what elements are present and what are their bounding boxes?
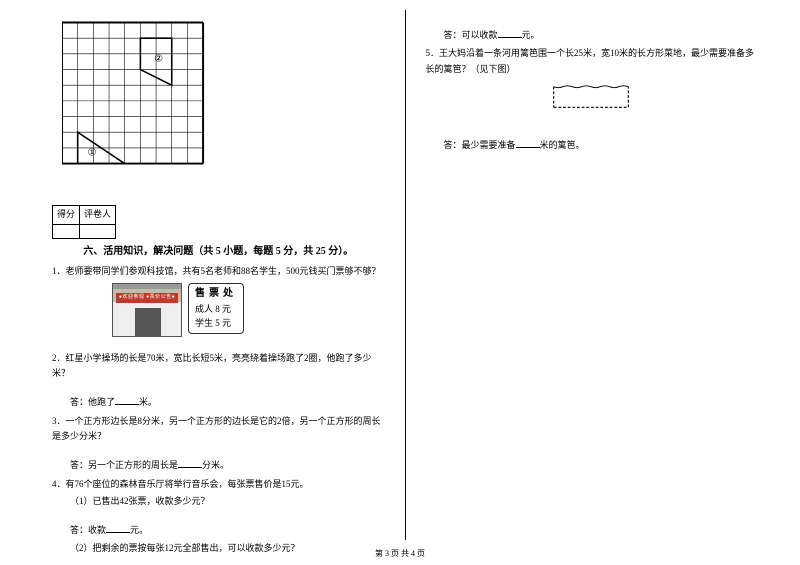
price-adult: 成人 8 元: [195, 302, 237, 316]
a2: 答：他跑了 米。: [52, 395, 385, 410]
score-col1: 得分: [53, 206, 80, 224]
q1-text: 1．老师要带同学们参观科技馆，共有5名老师和88名学生，500元钱买门票够不够？: [52, 264, 385, 279]
a5: 答：最少需要准备 米的篱笆。: [426, 138, 759, 153]
a4-2: 答：可以收款 元。: [426, 28, 759, 43]
fence-figure: [546, 83, 636, 111]
price-box: 售票处 成人 8 元 学生 5 元: [188, 283, 244, 334]
svg-text:②: ②: [154, 54, 163, 65]
a4-1: 答：收款 元。: [52, 523, 385, 538]
a5-suf: 米的篱笆。: [540, 140, 585, 150]
a2-blank[interactable]: [115, 395, 139, 405]
a4-1-blank[interactable]: [106, 523, 130, 533]
photo-banner: ●欢迎参观 ●票价公告●: [116, 293, 178, 303]
q4-1-text: （1）已售出42张票，收款多少元？: [52, 494, 385, 509]
q4-text: 4．有76个座位的森林音乐厅将举行音乐会，每张票售价是15元。: [52, 477, 385, 492]
ticket-photo: ●欢迎参观 ●票价公告●: [112, 283, 182, 337]
svg-text:①: ①: [87, 148, 96, 159]
price-student: 学生 5 元: [195, 316, 237, 330]
q5-text: 5．王大妈沿着一条河用篱笆围一个长25米，宽10米的长方形菜地，最少需要准备多长…: [426, 46, 759, 77]
a2-suf: 米。: [139, 397, 157, 407]
a4-2-suf: 元。: [522, 30, 540, 40]
a4-1-pre: 答：收款: [70, 525, 106, 535]
q3-text: 3．一个正方形边长是8分米，另一个正方形的边长是它的2倍，另一个正方形的周长是多…: [52, 414, 385, 445]
a5-pre: 答：最少需要准备: [444, 140, 516, 150]
a4-2-blank[interactable]: [498, 28, 522, 38]
price-title: 售票处: [195, 286, 237, 302]
a5-blank[interactable]: [516, 138, 540, 148]
a3-blank[interactable]: [178, 458, 202, 468]
a3-suf: 分米。: [202, 460, 229, 470]
a4-2-pre: 答：可以收款: [444, 30, 498, 40]
photo-door: [135, 308, 161, 336]
a3: 答：另一个正方形的周长是 分米。: [52, 458, 385, 473]
score-col2: 评卷人: [80, 206, 116, 224]
score-table: 得分 评卷人: [52, 205, 116, 238]
a3-pre: 答：另一个正方形的周长是: [70, 460, 178, 470]
section-6-title: 六、活用知识，解决问题（共 5 小题，每题 5 分，共 25 分）。: [52, 243, 385, 260]
a4-1-suf: 元。: [130, 525, 148, 535]
grid-figure: ①②: [62, 15, 207, 175]
page-footer: 第 3 页 共 4 页: [0, 548, 800, 559]
a2-pre: 答：他跑了: [70, 397, 115, 407]
ticket-block: ●欢迎参观 ●票价公告● 售票处 成人 8 元 学生 5 元: [112, 283, 385, 337]
q2-text: 2．红星小学操场的长是70米，宽比长短5米，亮亮绕着操场跑了2圈，他跑了多少米？: [52, 351, 385, 382]
